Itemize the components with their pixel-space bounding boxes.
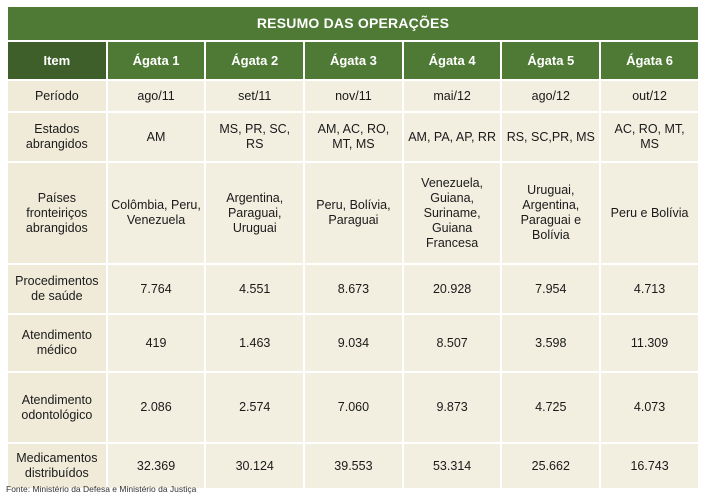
table-cell: AM: [107, 113, 205, 161]
table-cell: set/11: [206, 81, 304, 111]
table-cell: MS, PR, SC, RS: [206, 113, 304, 161]
header-agata-5: Ágata 5: [502, 42, 600, 79]
table-cell: 53.314: [403, 444, 501, 488]
row-label-estados: Estados abrangidos: [8, 113, 106, 161]
header-agata-4: Ágata 4: [403, 42, 501, 79]
row-label-procedimentos: Procedimentos de saúde: [8, 265, 106, 313]
table-cell: AM, AC, RO, MT, MS: [305, 113, 402, 161]
table-row: Medicamentos distribuídos 32.369 30.124 …: [8, 444, 698, 488]
header-agata-1: Ágata 1: [107, 42, 205, 79]
table-row: Procedimentos de saúde 7.764 4.551 8.673…: [8, 265, 698, 313]
table-cell: Peru, Bolívia, Paraguai: [305, 163, 402, 263]
table-cell: ago/12: [502, 81, 600, 111]
table-cell: 11.309: [601, 315, 698, 371]
table-row: Atendimento médico 419 1.463 9.034 8.507…: [8, 315, 698, 371]
table-cell: 3.598: [502, 315, 600, 371]
table-cell: 8.673: [305, 265, 402, 313]
table-cell: 1.463: [206, 315, 304, 371]
table-cell: 7.060: [305, 373, 402, 442]
row-label-paises: Países fronteiriços abrangidos: [8, 163, 106, 263]
table-cell: 4.725: [502, 373, 600, 442]
table-cell: 16.743: [601, 444, 698, 488]
table-cell: 2.086: [107, 373, 205, 442]
table-row: Estados abrangidos AM MS, PR, SC, RS AM,…: [8, 113, 698, 161]
header-agata-6: Ágata 6: [601, 42, 698, 79]
source-note: Fonte: Ministério da Defesa e Ministério…: [6, 484, 197, 494]
table-cell: 7.764: [107, 265, 205, 313]
header-agata-3: Ágata 3: [305, 42, 402, 79]
operations-summary-table: RESUMO DAS OPERAÇÕES Item Ágata 1 Ágata …: [6, 5, 700, 490]
table-cell: Venezuela, Guiana, Suriname, Guiana Fran…: [403, 163, 501, 263]
table-cell: nov/11: [305, 81, 402, 111]
table-cell: 39.553: [305, 444, 402, 488]
table-cell: AM, PA, AP, RR: [403, 113, 501, 161]
table-cell: AC, RO, MT, MS: [601, 113, 698, 161]
row-label-periodo: Período: [8, 81, 106, 111]
row-label-medicamentos: Medicamentos distribuídos: [8, 444, 106, 488]
table-cell: Peru e Bolívia: [601, 163, 698, 263]
table-row: Atendimento odontológico 2.086 2.574 7.0…: [8, 373, 698, 442]
table-row: Período ago/11 set/11 nov/11 mai/12 ago/…: [8, 81, 698, 111]
table-cell: RS, SC,PR, MS: [502, 113, 600, 161]
table-cell: 9.034: [305, 315, 402, 371]
table-cell: 30.124: [206, 444, 304, 488]
table-cell: 25.662: [502, 444, 600, 488]
table-cell: 4.713: [601, 265, 698, 313]
table-cell: mai/12: [403, 81, 501, 111]
table-title: RESUMO DAS OPERAÇÕES: [8, 7, 698, 40]
table-cell: ago/11: [107, 81, 205, 111]
table-cell: 8.507: [403, 315, 501, 371]
table-cell: 419: [107, 315, 205, 371]
table-cell: 7.954: [502, 265, 600, 313]
table-cell: Uruguai, Argentina, Paraguai e Bolívia: [502, 163, 600, 263]
table-cell: Colômbia, Peru, Venezuela: [107, 163, 205, 263]
operations-summary-table-wrapper: RESUMO DAS OPERAÇÕES Item Ágata 1 Ágata …: [6, 5, 700, 490]
row-label-atendimento-odontologico: Atendimento odontológico: [8, 373, 106, 442]
table-cell: 4.073: [601, 373, 698, 442]
table-cell: 2.574: [206, 373, 304, 442]
table-cell: 32.369: [107, 444, 205, 488]
header-item: Item: [8, 42, 106, 79]
table-cell: 9.873: [403, 373, 501, 442]
table-cell: Argentina, Paraguai, Uruguai: [206, 163, 304, 263]
table-cell: 4.551: [206, 265, 304, 313]
table-cell: 20.928: [403, 265, 501, 313]
table-cell: out/12: [601, 81, 698, 111]
table-row: Países fronteiriços abrangidos Colômbia,…: [8, 163, 698, 263]
header-agata-2: Ágata 2: [206, 42, 304, 79]
row-label-atendimento-medico: Atendimento médico: [8, 315, 106, 371]
